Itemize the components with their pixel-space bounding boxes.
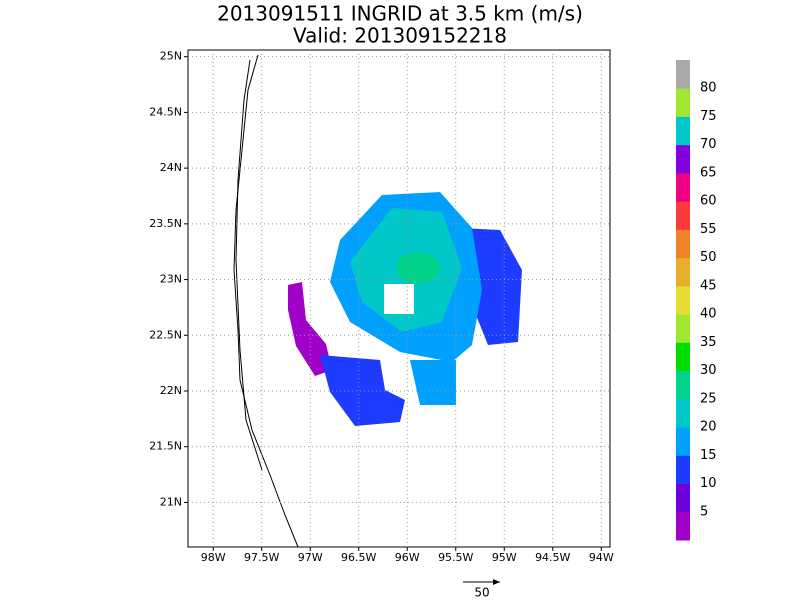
y-tick-label: 23N <box>160 273 182 286</box>
vector-scale-head <box>493 579 500 585</box>
colorbar-swatch <box>676 370 690 400</box>
colorbar-swatch <box>676 229 690 259</box>
colorbar-swatch <box>676 314 690 343</box>
y-tick-label: 23.5N <box>149 217 182 230</box>
colorbar-label: 60 <box>700 194 717 209</box>
colorbar-swatch <box>676 172 690 202</box>
x-tick-label: 96W <box>395 551 420 564</box>
x-tick-label: 95W <box>492 551 517 564</box>
y-tick-label: 25N <box>160 50 182 63</box>
colorbar-label: 25 <box>700 391 717 406</box>
colorbar-swatch <box>676 201 690 230</box>
coastline <box>233 54 299 548</box>
colorbar-swatch <box>676 427 690 456</box>
y-tick-label: 24N <box>160 161 182 174</box>
colorbar-label: 65 <box>700 165 717 180</box>
x-tick-label: 95.5W <box>438 551 473 564</box>
x-tick-label: 94.5W <box>535 551 570 564</box>
title: 2013091511 INGRID at 3.5 km (m/s) <box>217 2 583 26</box>
x-tick-label: 97.5W <box>244 551 279 564</box>
colorbar-swatch <box>676 285 690 315</box>
colorbar-swatch <box>676 483 690 513</box>
x-tick-label: 94W <box>589 551 614 564</box>
plot-frame <box>187 49 611 548</box>
colorbar-label: 70 <box>700 137 717 152</box>
colorbar-label: 40 <box>700 307 717 322</box>
colorbar-swatch <box>676 398 690 428</box>
colorbar-swatch <box>676 257 690 287</box>
colorbar-label: 45 <box>700 278 717 293</box>
wind-field <box>288 192 522 426</box>
colorbar-swatch <box>676 511 690 541</box>
colorbar-label: 10 <box>700 476 717 491</box>
x-tick-label: 97W <box>298 551 323 564</box>
colorbar-label: 50 <box>700 250 717 265</box>
x-tick-label: 96.5W <box>341 551 376 564</box>
y-tick-label: 22.5N <box>149 328 182 341</box>
colorbar-label: 15 <box>700 448 717 463</box>
subtitle: Valid: 201309152218 <box>293 24 507 48</box>
y-tick-label: 21.5N <box>149 440 182 453</box>
colorbar-swatch <box>676 342 690 372</box>
colorbar-label: 75 <box>700 109 717 124</box>
y-tick-label: 22N <box>160 384 182 397</box>
y-tick-label: 21N <box>160 495 182 508</box>
colorbar-label: 35 <box>700 335 717 350</box>
colorbar-label: 80 <box>700 81 717 96</box>
colorbar-swatch <box>676 144 690 174</box>
colorbar-swatch <box>676 60 690 89</box>
colorbar-label: 20 <box>700 420 717 435</box>
x-tick-label: 98W <box>201 551 226 564</box>
colorbar-label: 30 <box>700 363 717 378</box>
colorbar-swatch <box>676 88 690 117</box>
colorbar-label: 55 <box>700 222 717 237</box>
colorbar-swatch <box>676 455 690 485</box>
y-tick-label: 24.5N <box>149 105 182 118</box>
vector-scale-label: 50 <box>474 586 489 600</box>
colorbar-label: 5 <box>700 504 708 519</box>
colorbar-swatch <box>676 116 690 146</box>
